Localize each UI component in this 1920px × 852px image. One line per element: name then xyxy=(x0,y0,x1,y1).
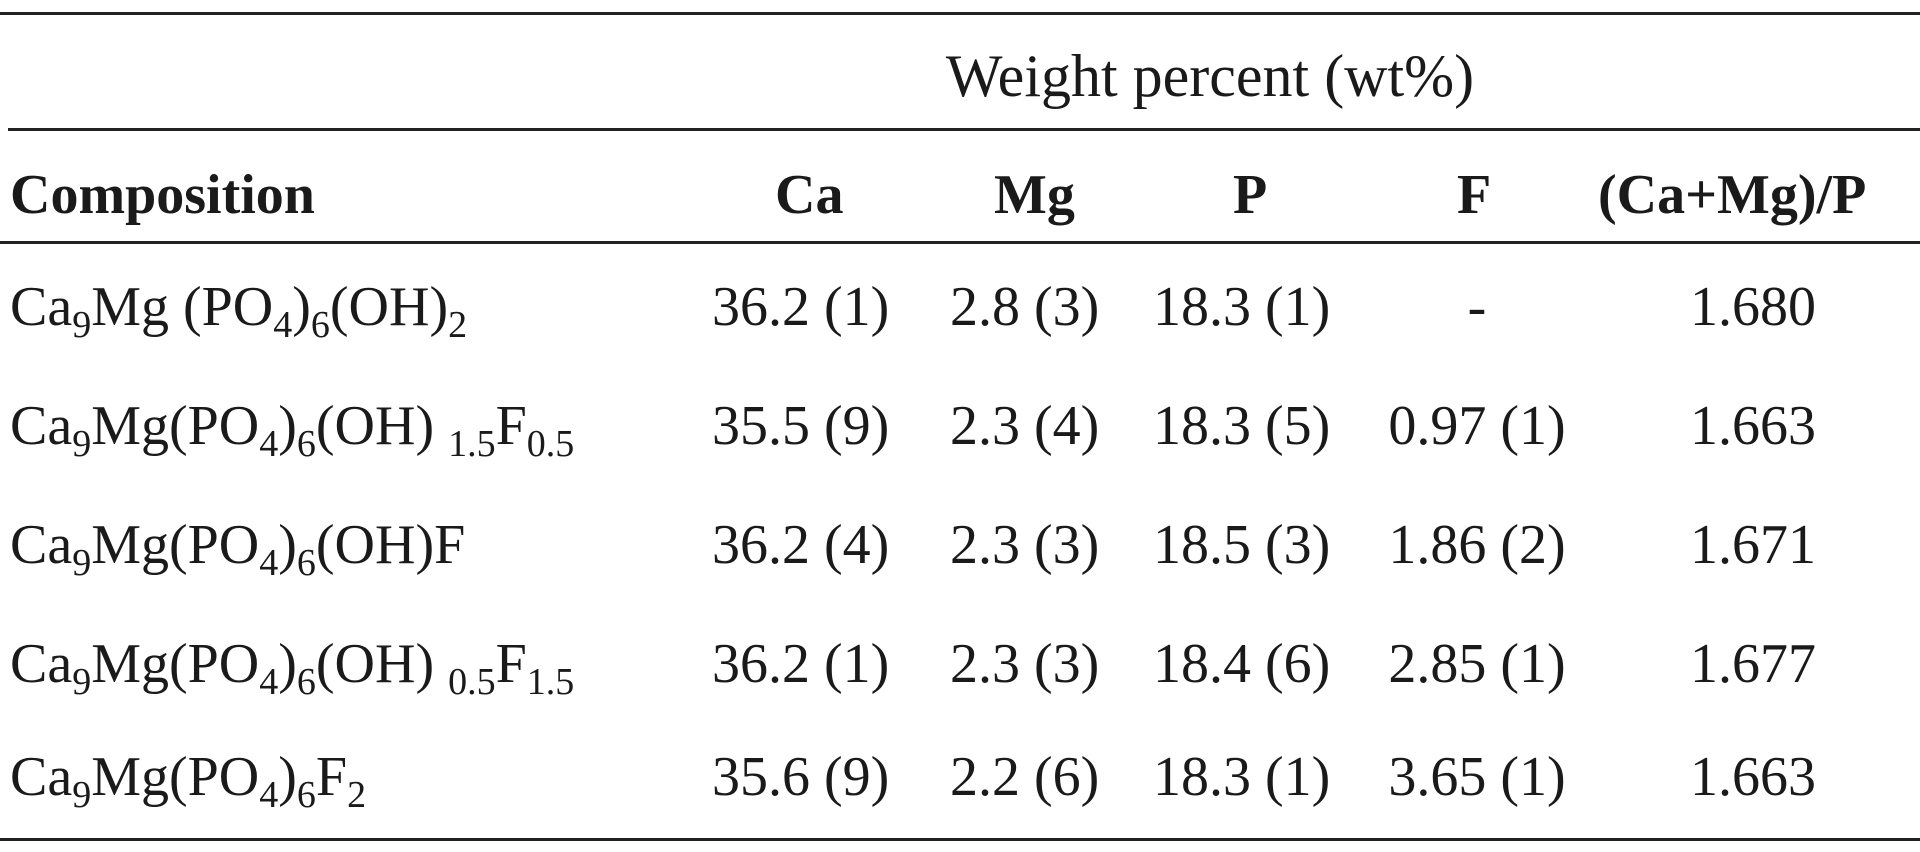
ratio-cell: 1.663 xyxy=(1690,746,1816,808)
ratio-cell: 1.663 xyxy=(1690,395,1816,457)
ca-cell: 36.2 (1) xyxy=(712,276,890,338)
composition-cell: Ca9Mg(PO4)6(OH) 0.5F1.5 xyxy=(10,633,575,703)
p-cell: 18.3 (5) xyxy=(1153,395,1331,457)
ratio-cell: 1.671 xyxy=(1690,514,1816,576)
top-rule xyxy=(0,12,1920,15)
ca-cell: 35.5 (9) xyxy=(712,395,890,457)
p-cell: 18.5 (3) xyxy=(1153,514,1331,576)
mg-cell: 2.2 (6) xyxy=(950,746,1100,808)
table-row: Ca9Mg(PO4)6(OH) 1.5F0.5 35.5 (9) 2.3 (4)… xyxy=(0,369,1920,488)
header-mg: Mg xyxy=(994,164,1075,226)
mg-cell: 2.3 (4) xyxy=(950,395,1100,457)
f-cell: 1.86 (2) xyxy=(1388,514,1566,576)
table-row: Ca9Mg (PO4)6(OH)2 36.2 (1) 2.8 (3) 18.3 … xyxy=(0,250,1920,369)
ratio-cell: 1.677 xyxy=(1690,633,1816,695)
ca-cell: 35.6 (9) xyxy=(712,746,890,808)
header-p: P xyxy=(1233,164,1268,226)
p-cell: 18.3 (1) xyxy=(1153,276,1331,338)
composition-cell: Ca9Mg(PO4)6(OH) 1.5F0.5 xyxy=(10,395,575,465)
table-row: Ca9Mg(PO4)6(OH) 0.5F1.5 36.2 (1) 2.3 (3)… xyxy=(0,607,1920,726)
header-f: F xyxy=(1457,164,1492,226)
composition-cell: Ca9Mg(PO4)6F2 xyxy=(10,746,367,816)
f-cell: 0.97 (1) xyxy=(1388,395,1566,457)
weight-percent-spanner: Weight percent (wt%) xyxy=(945,43,1475,109)
composition-cell: Ca9Mg (PO4)6(OH)2 xyxy=(10,276,468,346)
p-cell: 18.4 (6) xyxy=(1153,633,1331,695)
spanner-rule xyxy=(8,128,1920,131)
header-composition: Composition xyxy=(10,164,315,226)
ca-cell: 36.2 (1) xyxy=(712,633,890,695)
bottom-rule xyxy=(0,838,1920,841)
ratio-cell: 1.680 xyxy=(1690,276,1816,338)
mg-cell: 2.8 (3) xyxy=(950,276,1100,338)
f-cell: - xyxy=(1467,276,1487,338)
f-cell: 2.85 (1) xyxy=(1388,633,1566,695)
header-ratio: (Ca+Mg)/P xyxy=(1598,164,1867,226)
p-cell: 18.3 (1) xyxy=(1153,746,1331,808)
ca-cell: 36.2 (4) xyxy=(712,514,890,576)
header-ca: Ca xyxy=(775,164,844,226)
header-rule xyxy=(0,241,1920,244)
table-row: Ca9Mg(PO4)6F2 35.6 (9) 2.2 (6) 18.3 (1) … xyxy=(0,720,1920,839)
mg-cell: 2.3 (3) xyxy=(950,514,1100,576)
table-row: Ca9Mg(PO4)6(OH)F 36.2 (4) 2.3 (3) 18.5 (… xyxy=(0,488,1920,607)
mg-cell: 2.3 (3) xyxy=(950,633,1100,695)
composition-cell: Ca9Mg(PO4)6(OH)F xyxy=(10,514,466,584)
f-cell: 3.65 (1) xyxy=(1388,746,1566,808)
